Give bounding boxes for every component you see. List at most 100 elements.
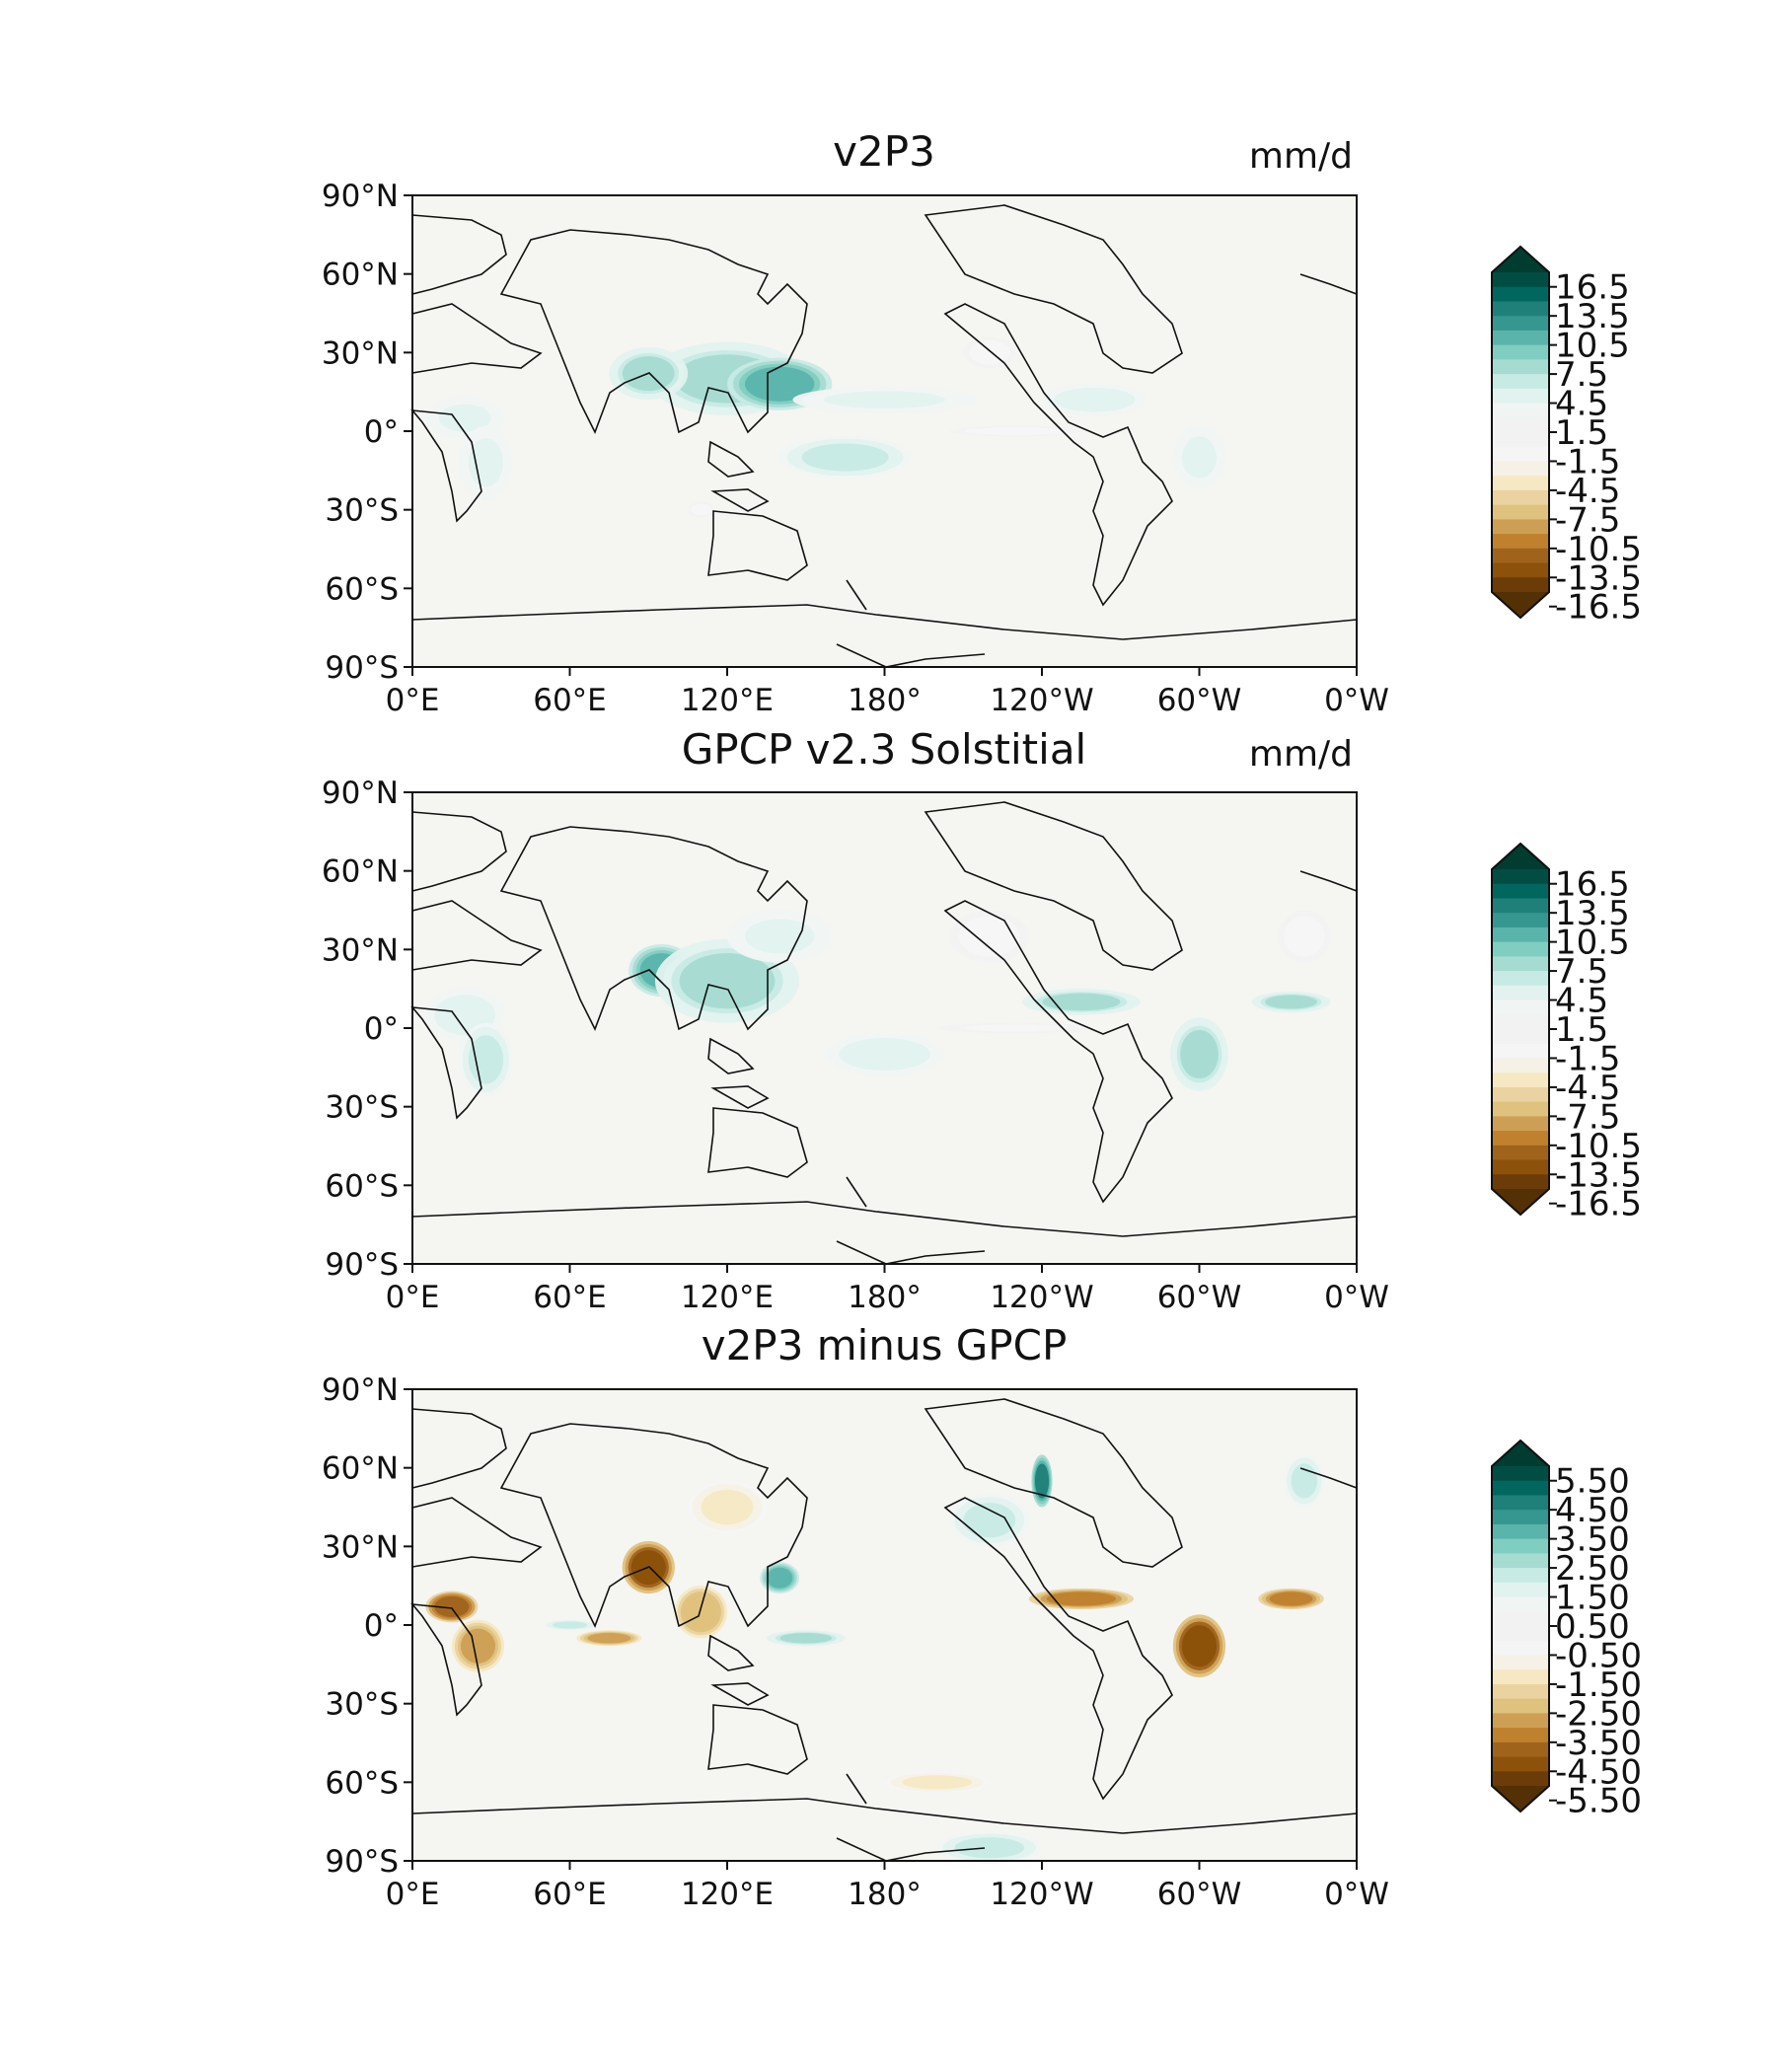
colorbar-extend-min <box>1492 592 1549 618</box>
panel-1-colorbar: 16.513.510.57.54.51.5-1.5-4.5-7.5-10.5-1… <box>1491 245 1642 628</box>
colorbar-bin <box>1492 1771 1549 1787</box>
colorbar-bin <box>1492 403 1549 418</box>
colorbar-bin <box>1492 926 1549 943</box>
panel-1-axes: 0°E 60°E 120°E 180° 120°W 60°W 0°W 90°N 60°N 30°N… <box>322 179 1389 718</box>
field-anomaly-12-band-3 <box>552 1621 588 1629</box>
colorbar-bin <box>1492 883 1549 899</box>
colorbar-tick-label: -1.50 <box>1555 1665 1642 1705</box>
field-anomaly-9-band-3 <box>963 919 1016 954</box>
field-anomaly-1-band-3 <box>679 953 776 1009</box>
y-tick-label: 90°N <box>322 179 399 214</box>
y-tick-label: 0° <box>364 414 399 450</box>
colorbar-bin <box>1492 1683 1549 1700</box>
field-anomaly-8-band-3 <box>845 1040 925 1069</box>
x-tick-label: 60°W <box>1157 1877 1242 1912</box>
field-anomaly-14-band-3 <box>954 1837 1025 1859</box>
y-tick-label: 30°S <box>325 493 399 529</box>
x-tick-label: 60°W <box>1157 683 1242 718</box>
colorbar-bin <box>1492 1611 1549 1627</box>
field-anomaly-10-band-3 <box>1034 1463 1050 1499</box>
field-anomaly-10-band-3 <box>972 427 1060 435</box>
colorbar-bin <box>1492 1145 1549 1161</box>
colorbar-bin <box>1492 374 1549 390</box>
colorbar-tick-label: 4.5 <box>1555 982 1608 1021</box>
y-tick-label: 60°N <box>322 258 399 293</box>
field-anomaly-10-band-3 <box>1287 919 1322 954</box>
x-tick-label: 60°E <box>533 1280 607 1315</box>
colorbar-tick-label: -1.5 <box>1555 442 1620 481</box>
colorbar-tick-label: 1.5 <box>1555 1010 1608 1050</box>
colorbar-bin <box>1492 272 1549 288</box>
x-tick-label: 60°E <box>533 683 607 718</box>
colorbar-tick-label: -4.5 <box>1555 472 1620 511</box>
colorbar-extend-min <box>1492 1786 1549 1812</box>
field-anomaly-7-band-3 <box>1181 1625 1218 1667</box>
colorbar-bin <box>1492 869 1549 885</box>
colorbar-bin <box>1492 1728 1549 1743</box>
colorbar-extend-min <box>1492 1189 1549 1215</box>
y-tick-label: 90°S <box>325 1247 399 1283</box>
y-tick-label: 30°N <box>322 1529 399 1565</box>
colorbar-bin <box>1492 1131 1549 1147</box>
colorbar-bin <box>1492 286 1549 302</box>
colorbar-bin <box>1492 359 1549 375</box>
field-anomaly-5-band-3 <box>1046 1591 1117 1606</box>
panel-2-units: mm/d <box>1249 734 1353 775</box>
colorbar-bin <box>1492 519 1549 535</box>
colorbar-bin <box>1492 1480 1549 1496</box>
x-tick-label: 120°W <box>990 683 1093 718</box>
colorbar-bin <box>1492 1756 1549 1772</box>
colorbar-bin <box>1492 1073 1549 1088</box>
x-tick-label: 120°E <box>681 1877 774 1912</box>
field-anomaly-3-band-3 <box>823 391 946 408</box>
panel-2: 0°E 60°E 120°E 180° 120°W 60°W 0°W 90°N 60°N 30°N… <box>322 776 1389 1315</box>
panel-2-colorbar: 16.513.510.57.54.51.5-1.5-4.5-7.5-10.5-1… <box>1491 842 1642 1224</box>
y-tick-label: 0° <box>364 1608 399 1644</box>
colorbar-bin <box>1492 1596 1549 1612</box>
colorbar-bin <box>1492 1101 1549 1117</box>
colorbar-tick-label: 10.5 <box>1555 327 1630 366</box>
panel-1-units: mm/d <box>1249 136 1353 177</box>
colorbar-bin <box>1492 1626 1549 1642</box>
colorbar-bin <box>1492 562 1549 578</box>
field-anomaly-1-band-3 <box>460 1628 496 1664</box>
colorbar-bin <box>1492 1014 1549 1030</box>
panel-1-background <box>412 195 1357 667</box>
x-tick-label: 180° <box>848 683 922 718</box>
colorbar-tick-label: 5.50 <box>1555 1462 1630 1502</box>
colorbar-tick-label: 7.5 <box>1555 952 1608 992</box>
colorbar-bin <box>1492 898 1549 914</box>
field-anomaly-11-band-3 <box>692 504 710 515</box>
colorbar-extend-max <box>1492 247 1549 272</box>
colorbar-bin <box>1492 344 1549 360</box>
colorbar-tick-label: 4.50 <box>1555 1491 1630 1530</box>
colorbar-tick-label: -2.50 <box>1555 1694 1642 1734</box>
colorbar-bin <box>1492 1510 1549 1525</box>
colorbar-bin <box>1492 985 1549 1001</box>
y-tick-label: 90°N <box>322 1372 399 1408</box>
colorbar-tick-label: -10.5 <box>1555 530 1642 569</box>
colorbar-tick-label: -7.5 <box>1555 1097 1620 1137</box>
colorbar-tick-label: 10.5 <box>1555 924 1630 963</box>
colorbar-bin <box>1492 330 1549 346</box>
x-tick-label: 0°E <box>386 1280 440 1315</box>
field-anomaly-2-band-3 <box>744 919 815 954</box>
colorbar-bin <box>1492 534 1549 550</box>
field-anomaly-9-band-3 <box>963 1503 1016 1538</box>
field-anomaly-8-band-3 <box>1181 436 1218 479</box>
colorbar-bin <box>1492 1523 1549 1540</box>
panel-3-axes: 0°E 60°E 120°E 180° 120°W 60°W 0°W 90°N 60°N 30°N… <box>322 1372 1389 1912</box>
field-anomaly-16-band-3 <box>701 1489 754 1525</box>
colorbar-bin <box>1492 417 1549 433</box>
colorbar-bin <box>1492 1582 1549 1598</box>
colorbar-bin <box>1492 1655 1549 1670</box>
colorbar-bin <box>1492 548 1549 564</box>
colorbar-tick-label: -3.50 <box>1555 1724 1642 1763</box>
x-tick-label: 120°E <box>681 1280 774 1315</box>
colorbar-bin <box>1492 476 1549 491</box>
colorbar-outline <box>1491 1439 1550 1813</box>
colorbar-bin <box>1492 1029 1549 1045</box>
colorbar-bin <box>1492 1568 1549 1584</box>
colorbar-bin <box>1492 956 1549 972</box>
panel-1-title: v2P3 <box>833 127 935 176</box>
